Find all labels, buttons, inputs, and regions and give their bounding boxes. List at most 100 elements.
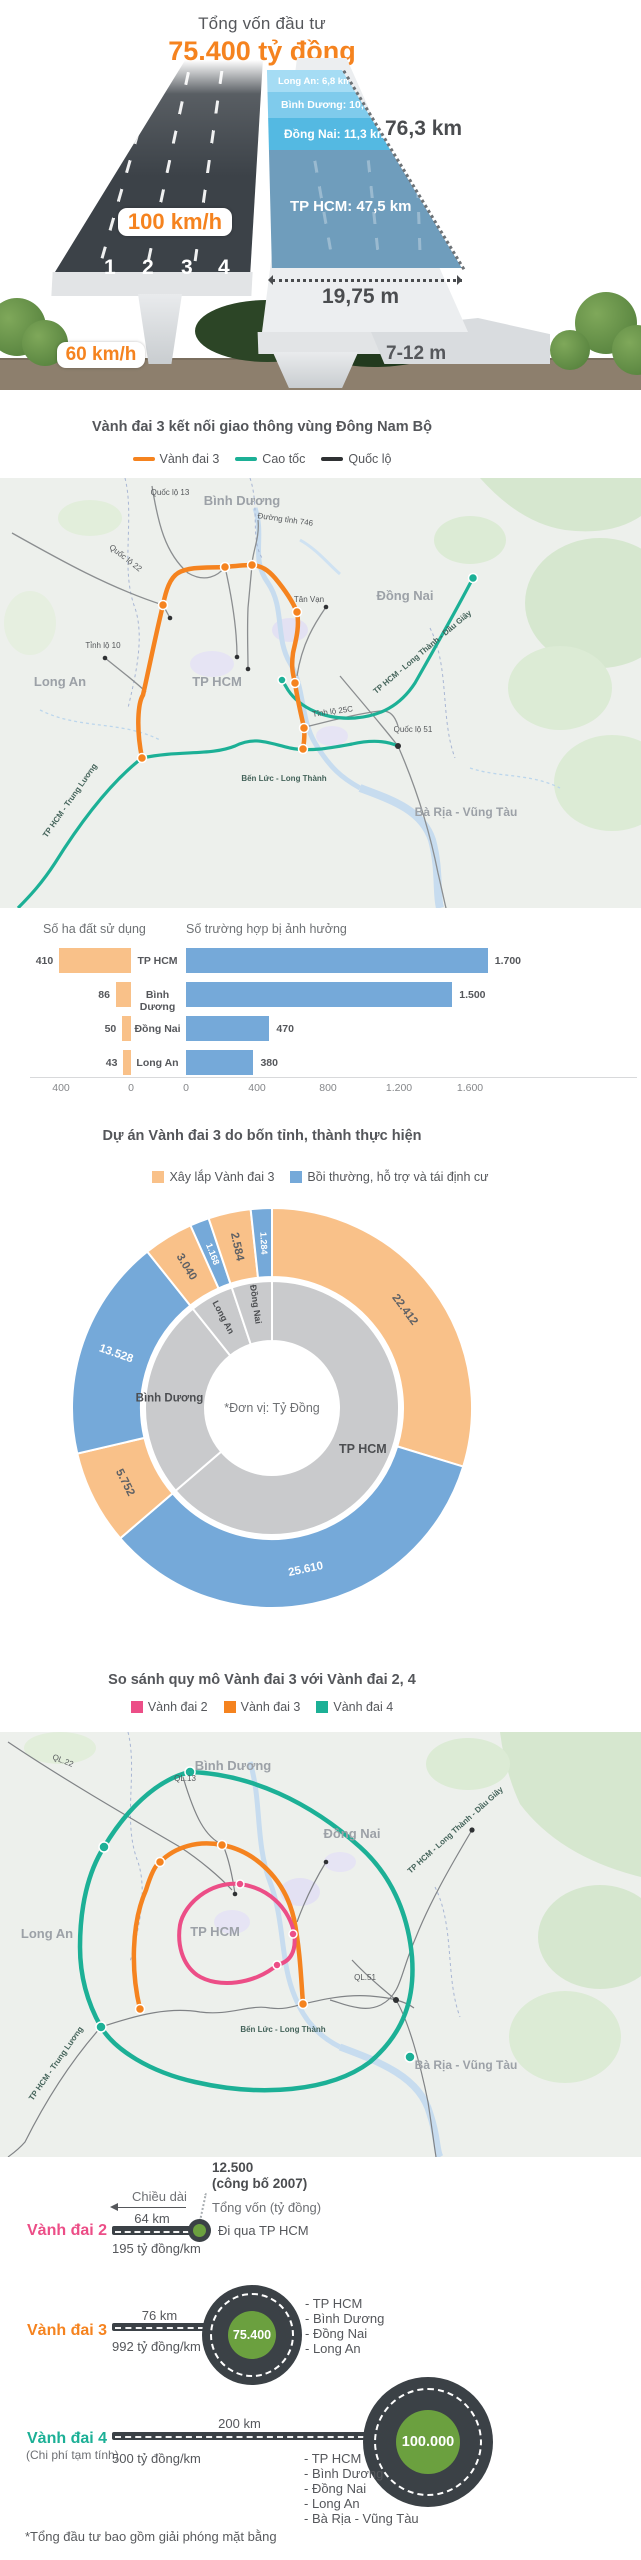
axis-tick: 0 [183, 1082, 189, 1094]
expressways [16, 577, 475, 908]
right-bar-value: 1.700 [494, 955, 522, 967]
ring-road-3-route [131, 1841, 306, 2010]
length-label: Chiều dài [132, 2189, 187, 2204]
arrow-head-right [186, 2203, 194, 2211]
axis-tick: 800 [319, 1082, 337, 1094]
lane-number: 1 [104, 256, 116, 279]
footnote: *Tổng đầu tư bao gồm giải phóng mặt bằng [25, 2529, 277, 2544]
segment-binh-duong: Bình Dương: 10,7 km [266, 92, 462, 118]
green-areas [4, 478, 641, 831]
axis-tick: 400 [248, 1082, 266, 1094]
orange-dash-icon [132, 456, 155, 462]
right-chart-title: Số trường hợp bị ảnh hưởng [186, 922, 347, 936]
right-bar [186, 948, 488, 973]
right-bar-value: 1.500 [459, 989, 486, 1001]
main-width-label: 19,75 m [322, 285, 400, 308]
main-speed-badge: 100 km/h [118, 208, 232, 236]
legend-item-boi-thuong: Bồi thường, hỗ trợ và tái định cư [290, 1170, 489, 1184]
arrow-head-left [110, 2203, 118, 2211]
vd3-total-badge: 75.400 [228, 2311, 276, 2359]
axis-tick: 1.600 [456, 1082, 484, 1094]
vd3-length: 76 km [141, 2308, 178, 2323]
callout-connector [199, 2193, 207, 2221]
ring4-junctions [95, 1766, 416, 2063]
teal-square-icon [316, 1701, 329, 1713]
capital-label: Tổng vốn (tỷ đồng) [212, 2200, 322, 2215]
map-label-ba-ria: Bà Rịa - Vũng Tàu [415, 805, 518, 819]
left-bar-value: 86 [98, 989, 110, 1001]
map-label-ben-luc-long-thanh: Bến Lức - Long Thành [241, 774, 326, 783]
segment-overlay: Long An: 6,8 km Bình Dương: 10,7 km Đồng… [266, 70, 462, 268]
legend-item-quoc-lo: Quốc lộ [321, 452, 391, 466]
vd4-road [112, 2432, 367, 2440]
blue-square-icon [290, 1171, 303, 1183]
total-length-label: 76,3 km [385, 117, 463, 140]
ring3-junctions [136, 559, 310, 764]
map2-label-ba-ria: Bà Rịa - Vũng Tàu [415, 2058, 518, 2072]
road-marking [374, 2388, 482, 2496]
category-label: Đồng Nai [134, 1023, 181, 1035]
map2-title: So sánh quy mô Vành đai 3 với Vành đai 2… [108, 1672, 416, 1688]
donut-segment [118, 1445, 465, 1609]
legend-item-vanh-dai-3: Vành đai 3 [223, 1700, 300, 1714]
axis-tick: 0 [128, 1082, 134, 1094]
vd3-name: Vành đai 3 [27, 2322, 108, 2339]
length-arrow [118, 2207, 186, 2208]
urban-areas [214, 1852, 356, 1934]
donut-segment-label: 1.284 [258, 1232, 269, 1255]
segment-long-an: Long An: 6,8 km [266, 70, 462, 92]
donut-segment [271, 1206, 473, 1468]
width-arrow [272, 279, 462, 282]
black-dash-icon [321, 456, 344, 462]
bar-row-tp-hcm: 410 TP HCM 1.700 [0, 948, 641, 973]
vd2-total: 12.500 [212, 2160, 254, 2175]
hero-title: Tổng vốn đầu tư [198, 14, 326, 33]
legend-item-cao-toc: Cao tốc [235, 452, 305, 466]
ring-road-4-route [77, 1769, 415, 2093]
ring-road-2-route [177, 1881, 297, 1985]
vd2-total-note: (công bố 2007) [212, 2176, 308, 2191]
donut-province-label: Bình Dương [136, 1392, 204, 1404]
left-bar [115, 982, 131, 1007]
legend-item-vanh-dai-3: Vành đai 3 [132, 452, 219, 466]
legend-item-vanh-dai-4: Vành đai 4 [316, 1700, 393, 1714]
boundaries [124, 478, 456, 759]
map2-label-ben-luc-long-thanh: Bến Lức - Long Thành [240, 2025, 325, 2034]
map2-label-ql51: QL.51 [354, 1973, 376, 1982]
donut-inner-segment [144, 1307, 232, 1493]
map1-title: Vành đai 3 kết nối giao thông vùng Đông … [92, 419, 432, 435]
bar-row-long-an: 43 Long An 380 [0, 1050, 641, 1075]
vd2-cost: 195 tỷ đồng/km [112, 2241, 201, 2256]
donut-legend: Xây lắp Vành đai 3 Bồi thường, hỗ trợ và… [0, 1170, 641, 1184]
bridge-pillar-right [272, 352, 359, 388]
left-bar-value: 50 [104, 1023, 117, 1035]
vd2-ring-icon [188, 2219, 211, 2242]
donut-segment [249, 1206, 273, 1279]
vd4-provinces: - TP HCM - Bình Dương - Đồng Nai - Long … [304, 2451, 419, 2526]
right-bar-value: 470 [276, 1023, 294, 1035]
rivers [247, 1761, 444, 2157]
expressway-nodes [277, 572, 479, 685]
map-label-ql51: Quốc lộ 51 [394, 725, 433, 734]
vd4-total-badge: 100.000 [396, 2410, 460, 2474]
arrow-head-right [457, 275, 462, 285]
map-label-binh-duong: Bình Dương [204, 493, 280, 508]
map-label-tan-van: Tân Vạn [294, 595, 324, 604]
bar-row-binh-duong: 86 Bình Dương 1.500 [0, 982, 641, 1013]
map2-legend: Vành đai 2 Vành đai 3 Vành đai 4 [0, 1700, 524, 1714]
region-map: Bình Dương Đồng Nai Long An TP HCM Bà Rị… [0, 478, 641, 908]
donut-province-label: TP HCM [339, 1442, 387, 1456]
donut-inner-segment [230, 1279, 273, 1346]
map2-label-ql13: QL.13 [174, 1774, 196, 1783]
roads [7, 1741, 473, 2157]
lane-dash [415, 159, 422, 261]
left-bar [59, 948, 131, 973]
axis-tick: 400 [52, 1082, 70, 1094]
category-label: Bình Dương [139, 989, 176, 1013]
vd4-note: (Chi phí tạm tính) [26, 2448, 119, 2462]
orange-square-icon [223, 1701, 236, 1713]
right-bar [186, 1050, 254, 1075]
vd2-via: Đi qua TP HCM [218, 2223, 309, 2238]
vd2-length: 64 km [134, 2211, 170, 2226]
